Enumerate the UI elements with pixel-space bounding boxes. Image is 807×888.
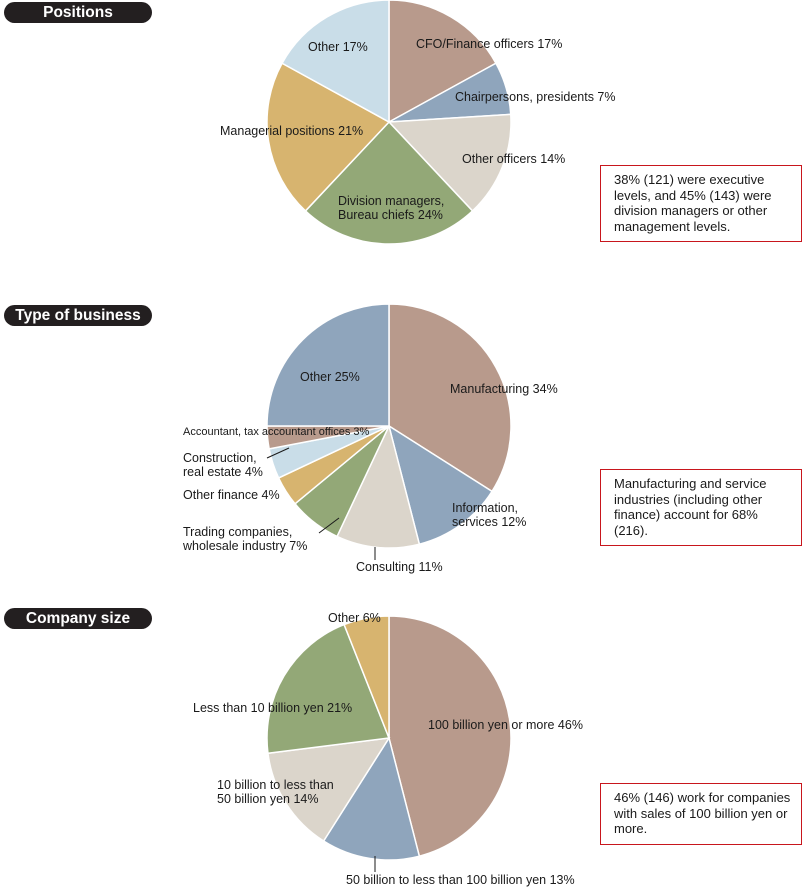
slice-label: Less than 10 billion yen 21% (193, 701, 352, 715)
slice-label: 10 billion to less than 50 billion yen 14… (217, 778, 334, 806)
slice-label: CFO/Finance officers 17% (416, 37, 562, 51)
pie-slice (322, 736, 421, 861)
pie-slice (388, 615, 512, 858)
pie-slice (343, 615, 390, 739)
slice-label: Trading companies, wholesale industry 7% (182, 525, 307, 553)
company-size-pie-chart: 100 billion yen or more 46% 50 billion to… (193, 611, 583, 887)
pie-slice (387, 113, 512, 212)
pie-slice (266, 303, 390, 427)
slice-label: Construction, real estate 4% (183, 451, 263, 479)
pie-slice (266, 623, 391, 755)
pie-slice (267, 737, 391, 843)
pie-slice (266, 62, 391, 212)
section-title-company-size: Company size (4, 608, 152, 629)
pie-slice (336, 423, 421, 549)
slice-label: 100 billion yen or more 46% (428, 718, 583, 732)
pie-slice (388, 0, 497, 124)
company-size-note: 46% (146) work for companies with sales … (600, 783, 802, 845)
positions-pie-chart: CFO/Finance officers 17% Chairpersons, pr… (220, 0, 616, 245)
slice-label: Other 6% (328, 611, 381, 625)
positions-note: 38% (121) were executive levels, and 45%… (600, 165, 802, 242)
pie-slice (281, 0, 390, 124)
slice-label: Other officers 14% (462, 152, 565, 166)
label-leader-line (318, 517, 340, 534)
pie-slice (387, 424, 494, 546)
slice-label: Other 17% (308, 40, 368, 54)
slice-label: Consulting 11% (356, 560, 443, 574)
business-type-note: Manufacturing and service industries (in… (600, 469, 802, 546)
slice-label: Other 25% (300, 370, 360, 384)
slice-label: Chairpersons, presidents 7% (455, 90, 616, 104)
slice-label: Other finance 4% (183, 488, 280, 502)
section-title-positions: Positions (4, 2, 152, 23)
label-leader-line (266, 447, 290, 459)
slice-label: Manufacturing 34% (450, 382, 558, 396)
slice-label: Division managers, Bureau chiefs 24% (338, 194, 444, 222)
section-title-type-of-business: Type of business (4, 305, 152, 326)
slice-label: Managerial positions 21% (220, 124, 363, 138)
slice-label: 50 billion to less than 100 billion yen … (346, 873, 575, 887)
business-type-pie-chart: Manufacturing 34% Information, services 12… (182, 303, 558, 574)
pie-slice (304, 120, 474, 245)
slice-label: Information, services 12% (452, 501, 526, 529)
slice-label: Accountant, tax accountant offices 3% (183, 426, 370, 438)
